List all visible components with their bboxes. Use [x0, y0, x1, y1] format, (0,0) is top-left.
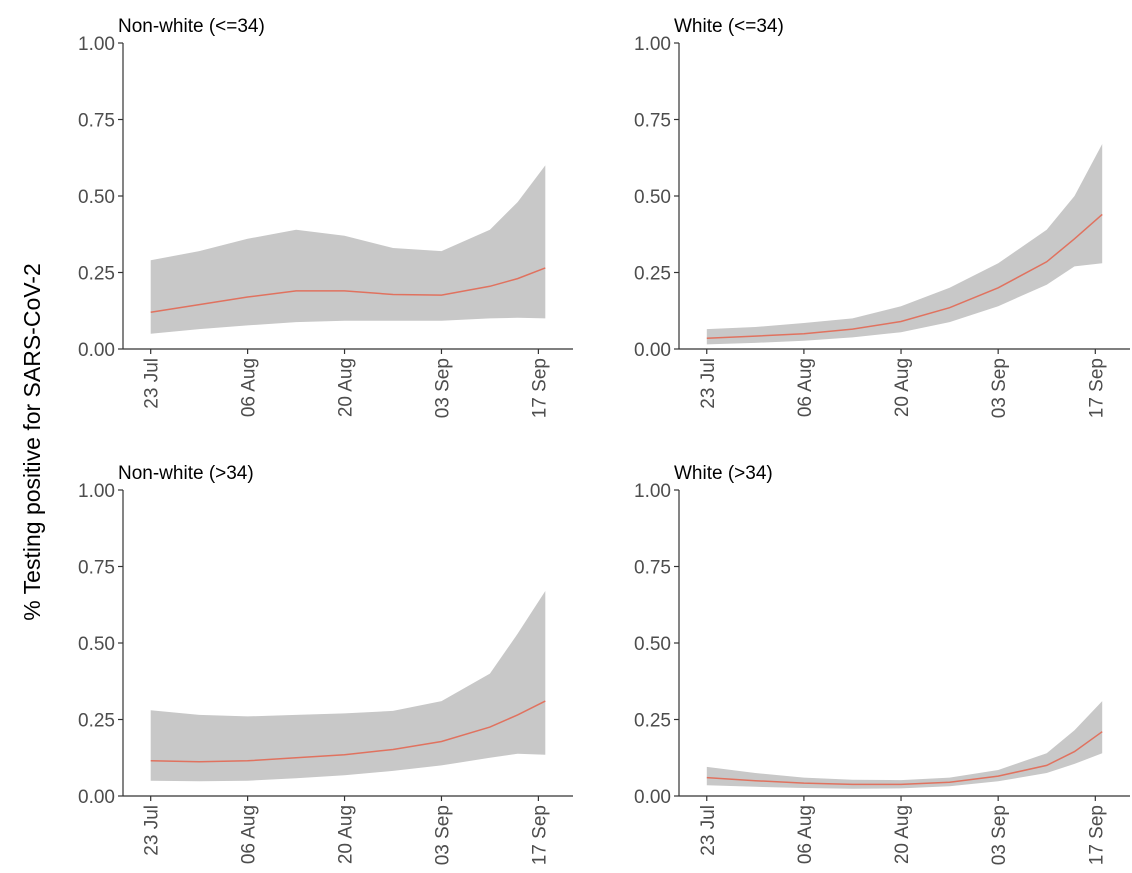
panel-title: White (>34): [674, 463, 773, 484]
panel-4: 0.00 0.25 0.50 0.75 1.00 23 Jul 06 Aug 20 Aug 03…: [634, 463, 1130, 865]
confidence-band: [150, 165, 546, 334]
x-tick-label: 17 Sep: [529, 805, 550, 865]
x-tick-label: 17 Sep: [1086, 358, 1107, 418]
y-tick-label: 0.25: [78, 711, 115, 732]
x-tick-label: 17 Sep: [529, 358, 550, 418]
x-tick-label: 23 Jul: [698, 358, 719, 409]
panel-1: 0.00 0.25 0.50 0.75 1.00 23 Jul 06 Aug 20 Aug 03…: [78, 16, 573, 418]
x-tick-label: 06 Aug: [239, 805, 260, 864]
y-tick-label: 0.75: [78, 111, 115, 132]
y-tick-label: 0.25: [634, 264, 671, 285]
y-tick-label: 0.75: [634, 558, 671, 579]
fitted-line: [706, 213, 1103, 340]
x-tick-label: 20 Aug: [892, 805, 913, 864]
x-tick-label: 06 Aug: [239, 358, 260, 417]
panels: 0.00 0.25 0.50 0.75 1.00 23 Jul 06 Aug 20 Aug 03…: [78, 16, 1130, 865]
x-tick-label: 06 Aug: [795, 805, 816, 864]
panel-title: Non-white (<=34): [118, 16, 265, 37]
x-tick-label: 17 Sep: [1086, 805, 1107, 865]
y-tick-label: 0.75: [78, 558, 115, 579]
panel-2: 0.00 0.25 0.50 0.75 1.00 23 Jul 06 Aug 20 Aug 03…: [634, 16, 1130, 418]
x-tick-label: 20 Aug: [336, 358, 357, 417]
x-tick-label: 20 Aug: [892, 358, 913, 417]
fitted-line: [150, 700, 546, 763]
x-tick-label: 03 Sep: [989, 805, 1010, 865]
y-tick-label: 0.00: [78, 340, 115, 361]
y-tick-label: 0.75: [634, 111, 671, 132]
y-tick-label: 0.00: [634, 787, 671, 808]
y-tick-label: 1.00: [634, 34, 671, 55]
y-tick-label: 1.00: [78, 481, 115, 502]
y-tick-label: 0.50: [78, 634, 115, 655]
panel-3: 0.00 0.25 0.50 0.75 1.00 23 Jul 06 Aug 20 Aug 03…: [78, 463, 573, 865]
y-tick-label: 0.00: [634, 340, 671, 361]
x-tick-label: 03 Sep: [433, 358, 454, 418]
x-tick-label: 03 Sep: [433, 805, 454, 865]
x-tick-label: 23 Jul: [142, 805, 163, 856]
y-tick-label: 0.50: [78, 187, 115, 208]
y-axis-label: % Testing positive for SARS-CoV-2: [19, 263, 45, 621]
x-tick-label: 06 Aug: [795, 358, 816, 417]
confidence-band: [150, 591, 546, 782]
confidence-band: [706, 701, 1103, 789]
y-tick-label: 0.25: [634, 711, 671, 732]
x-tick-label: 23 Jul: [698, 805, 719, 856]
y-tick-label: 1.00: [634, 481, 671, 502]
y-tick-label: 0.25: [78, 264, 115, 285]
fitted-line: [706, 731, 1103, 786]
x-tick-label: 23 Jul: [142, 358, 163, 409]
fitted-line: [150, 267, 546, 314]
x-tick-label: 20 Aug: [336, 805, 357, 864]
panel-title: White (<=34): [674, 16, 784, 37]
panel-title: Non-white (>34): [118, 463, 254, 484]
y-tick-label: 0.00: [78, 787, 115, 808]
y-tick-label: 0.50: [634, 187, 671, 208]
y-tick-label: 1.00: [78, 34, 115, 55]
confidence-band: [706, 144, 1103, 345]
y-tick-label: 0.50: [634, 634, 671, 655]
x-tick-label: 03 Sep: [989, 358, 1010, 418]
